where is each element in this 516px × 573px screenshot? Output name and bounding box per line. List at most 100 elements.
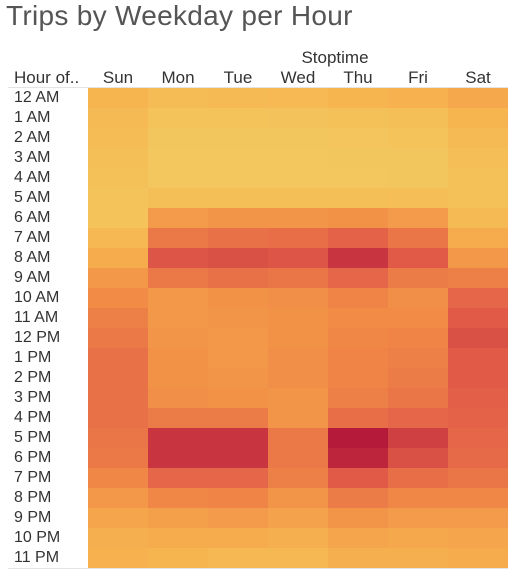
heatmap-cell-fri-9-am[interactable] <box>388 268 448 288</box>
heatmap-cell-sat-9-am[interactable] <box>448 268 508 288</box>
heatmap-cell-tue-2-am[interactable] <box>208 128 268 148</box>
heatmap-cell-wed-9-am[interactable] <box>268 268 328 288</box>
heatmap-cell-sat-3-pm[interactable] <box>448 388 508 408</box>
heatmap-cell-mon-4-pm[interactable] <box>148 408 208 428</box>
heatmap-cell-sun-3-am[interactable] <box>88 148 148 168</box>
heatmap-cell-thu-4-am[interactable] <box>328 168 388 188</box>
heatmap-cell-wed-4-pm[interactable] <box>268 408 328 428</box>
heatmap-cell-mon-1-pm[interactable] <box>148 348 208 368</box>
heatmap-cell-sat-1-pm[interactable] <box>448 348 508 368</box>
heatmap-cell-wed-2-am[interactable] <box>268 128 328 148</box>
heatmap-cell-tue-7-pm[interactable] <box>208 468 268 488</box>
heatmap-cell-sat-8-am[interactable] <box>448 248 508 268</box>
heatmap-cell-sun-8-am[interactable] <box>88 248 148 268</box>
heatmap-cell-mon-4-am[interactable] <box>148 168 208 188</box>
heatmap-cell-thu-10-am[interactable] <box>328 288 388 308</box>
heatmap-cell-sun-2-am[interactable] <box>88 128 148 148</box>
heatmap-cell-sun-12-am[interactable] <box>88 88 148 108</box>
heatmap-cell-thu-12-am[interactable] <box>328 88 388 108</box>
heatmap-cell-mon-5-am[interactable] <box>148 188 208 208</box>
heatmap-cell-thu-10-pm[interactable] <box>328 528 388 548</box>
heatmap-cell-sat-1-am[interactable] <box>448 108 508 128</box>
heatmap-cell-thu-1-pm[interactable] <box>328 348 388 368</box>
heatmap-cell-tue-3-pm[interactable] <box>208 388 268 408</box>
heatmap-cell-tue-9-pm[interactable] <box>208 508 268 528</box>
heatmap-cell-fri-8-am[interactable] <box>388 248 448 268</box>
heatmap-cell-sat-7-am[interactable] <box>448 228 508 248</box>
heatmap-cell-mon-10-pm[interactable] <box>148 528 208 548</box>
heatmap-cell-tue-12-am[interactable] <box>208 88 268 108</box>
heatmap-cell-fri-8-pm[interactable] <box>388 488 448 508</box>
heatmap-cell-thu-11-am[interactable] <box>328 308 388 328</box>
heatmap-cell-fri-7-am[interactable] <box>388 228 448 248</box>
heatmap-cell-sun-9-pm[interactable] <box>88 508 148 528</box>
heatmap-cell-sat-6-pm[interactable] <box>448 448 508 468</box>
heatmap-cell-wed-6-pm[interactable] <box>268 448 328 468</box>
heatmap-cell-sun-7-pm[interactable] <box>88 468 148 488</box>
heatmap-cell-thu-11-pm[interactable] <box>328 548 388 568</box>
heatmap-cell-sat-2-am[interactable] <box>448 128 508 148</box>
heatmap-cell-thu-2-pm[interactable] <box>328 368 388 388</box>
heatmap-cell-wed-8-am[interactable] <box>268 248 328 268</box>
heatmap-cell-sun-4-am[interactable] <box>88 168 148 188</box>
heatmap-cell-fri-11-am[interactable] <box>388 308 448 328</box>
heatmap-cell-sun-11-am[interactable] <box>88 308 148 328</box>
heatmap-cell-mon-12-pm[interactable] <box>148 328 208 348</box>
heatmap-cell-fri-5-pm[interactable] <box>388 428 448 448</box>
heatmap-cell-mon-12-am[interactable] <box>148 88 208 108</box>
heatmap-cell-sat-11-am[interactable] <box>448 308 508 328</box>
heatmap-cell-wed-10-am[interactable] <box>268 288 328 308</box>
heatmap-cell-sat-8-pm[interactable] <box>448 488 508 508</box>
heatmap-cell-sat-9-pm[interactable] <box>448 508 508 528</box>
heatmap-cell-thu-3-am[interactable] <box>328 148 388 168</box>
heatmap-cell-mon-1-am[interactable] <box>148 108 208 128</box>
heatmap-cell-wed-2-pm[interactable] <box>268 368 328 388</box>
heatmap-cell-tue-12-pm[interactable] <box>208 328 268 348</box>
heatmap-cell-mon-5-pm[interactable] <box>148 428 208 448</box>
heatmap-cell-sun-7-am[interactable] <box>88 228 148 248</box>
heatmap-cell-tue-7-am[interactable] <box>208 228 268 248</box>
heatmap-cell-tue-8-am[interactable] <box>208 248 268 268</box>
heatmap-cell-sun-3-pm[interactable] <box>88 388 148 408</box>
heatmap-cell-sun-10-am[interactable] <box>88 288 148 308</box>
heatmap-cell-sat-10-am[interactable] <box>448 288 508 308</box>
heatmap-cell-sun-9-am[interactable] <box>88 268 148 288</box>
heatmap-cell-tue-10-am[interactable] <box>208 288 268 308</box>
heatmap-cell-thu-2-am[interactable] <box>328 128 388 148</box>
heatmap-cell-mon-2-pm[interactable] <box>148 368 208 388</box>
heatmap-cell-thu-4-pm[interactable] <box>328 408 388 428</box>
heatmap-cell-fri-10-pm[interactable] <box>388 528 448 548</box>
heatmap-cell-sat-4-pm[interactable] <box>448 408 508 428</box>
heatmap-cell-thu-3-pm[interactable] <box>328 388 388 408</box>
heatmap-cell-mon-10-am[interactable] <box>148 288 208 308</box>
heatmap-cell-wed-7-pm[interactable] <box>268 468 328 488</box>
heatmap-cell-thu-6-pm[interactable] <box>328 448 388 468</box>
heatmap-cell-mon-3-am[interactable] <box>148 148 208 168</box>
heatmap-cell-wed-3-am[interactable] <box>268 148 328 168</box>
heatmap-cell-thu-7-pm[interactable] <box>328 468 388 488</box>
heatmap-cell-sun-2-pm[interactable] <box>88 368 148 388</box>
heatmap-cell-sat-7-pm[interactable] <box>448 468 508 488</box>
heatmap-cell-mon-6-am[interactable] <box>148 208 208 228</box>
heatmap-cell-mon-8-pm[interactable] <box>148 488 208 508</box>
heatmap-cell-wed-9-pm[interactable] <box>268 508 328 528</box>
heatmap-cell-sat-3-am[interactable] <box>448 148 508 168</box>
heatmap-cell-sun-5-pm[interactable] <box>88 428 148 448</box>
heatmap-cell-fri-6-am[interactable] <box>388 208 448 228</box>
heatmap-cell-wed-4-am[interactable] <box>268 168 328 188</box>
heatmap-cell-tue-1-pm[interactable] <box>208 348 268 368</box>
heatmap-cell-fri-6-pm[interactable] <box>388 448 448 468</box>
heatmap-cell-mon-7-am[interactable] <box>148 228 208 248</box>
heatmap-cell-wed-7-am[interactable] <box>268 228 328 248</box>
heatmap-cell-sat-10-pm[interactable] <box>448 528 508 548</box>
heatmap-cell-fri-1-am[interactable] <box>388 108 448 128</box>
heatmap-cell-sun-10-pm[interactable] <box>88 528 148 548</box>
heatmap-cell-fri-4-am[interactable] <box>388 168 448 188</box>
heatmap-cell-mon-3-pm[interactable] <box>148 388 208 408</box>
heatmap-cell-fri-7-pm[interactable] <box>388 468 448 488</box>
heatmap-cell-mon-2-am[interactable] <box>148 128 208 148</box>
heatmap-cell-fri-11-pm[interactable] <box>388 548 448 568</box>
heatmap-cell-wed-6-am[interactable] <box>268 208 328 228</box>
heatmap-cell-tue-8-pm[interactable] <box>208 488 268 508</box>
heatmap-cell-thu-5-am[interactable] <box>328 188 388 208</box>
